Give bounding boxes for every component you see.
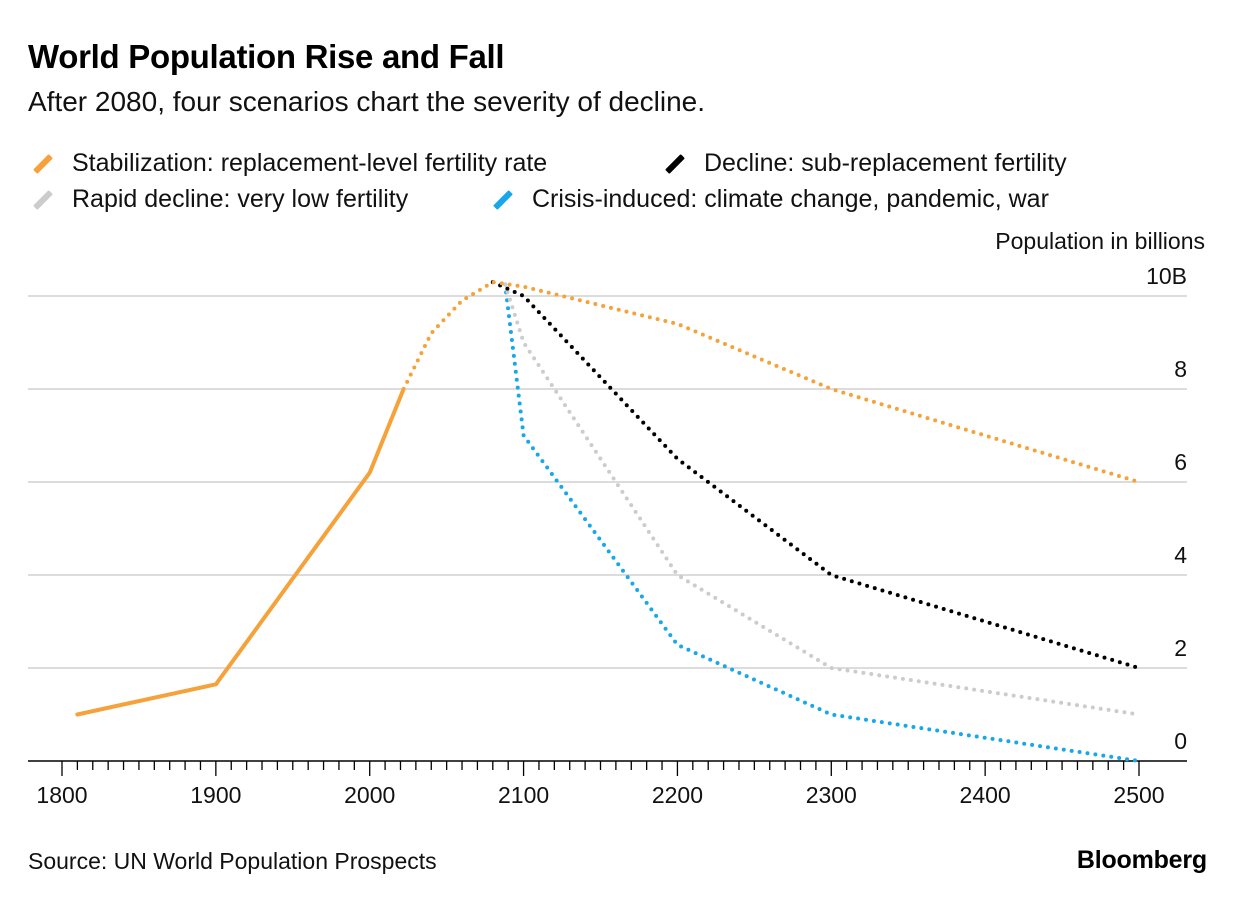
- legend-item-crisis-induced: Crisis-induced: climate change, pandemic…: [488, 185, 1049, 214]
- brand-logo: Bloomberg: [1076, 846, 1207, 874]
- x-tick-label: 2200: [652, 782, 703, 808]
- legend-item-stabilization: Stabilization: replacement-level fertili…: [28, 149, 547, 178]
- chart-title: World Population Rise and Fall: [28, 38, 505, 75]
- chart-subtitle: After 2080, four scenarios chart the sev…: [28, 86, 706, 117]
- y-axis-label: Population in billions: [995, 228, 1205, 254]
- legend-label-crisis-induced: Crisis-induced: climate change, pandemic…: [532, 185, 1049, 213]
- legend-label-decline: Decline: sub-replacement fertility: [704, 149, 1067, 177]
- series-line-decline: [490, 280, 1141, 670]
- x-tick-label: 1800: [36, 782, 87, 808]
- series-line-rapid-decline: [503, 282, 1141, 717]
- y-tick-label: 0: [1174, 728, 1187, 754]
- x-tick-label: 1900: [190, 782, 241, 808]
- x-tick-label: 2500: [1113, 782, 1164, 808]
- series-line-crisis-induced: [503, 282, 1141, 763]
- legend-item-decline: Decline: sub-replacement fertility: [660, 149, 1067, 178]
- x-tick-label: 2400: [960, 782, 1011, 808]
- x-tick-label: 2000: [344, 782, 395, 808]
- x-tick-label: 2100: [498, 782, 549, 808]
- y-tick-label: 2: [1174, 635, 1187, 661]
- legend-item-rapid-decline: Rapid decline: very low fertility: [28, 185, 408, 214]
- y-tick-label: 8: [1174, 356, 1187, 382]
- source-note: Source: UN World Population Prospects: [28, 848, 437, 874]
- y-tick-label: 4: [1174, 542, 1187, 568]
- legend-label-stabilization: Stabilization: replacement-level fertili…: [72, 149, 548, 177]
- history-line: [75, 387, 406, 717]
- legend-label-rapid-decline: Rapid decline: very low fertility: [72, 185, 409, 213]
- y-tick-label: 6: [1174, 449, 1187, 475]
- y-tick-label: 10B: [1146, 263, 1187, 289]
- x-tick-label: 2300: [806, 782, 857, 808]
- series-line-stabilization: [401, 280, 1141, 484]
